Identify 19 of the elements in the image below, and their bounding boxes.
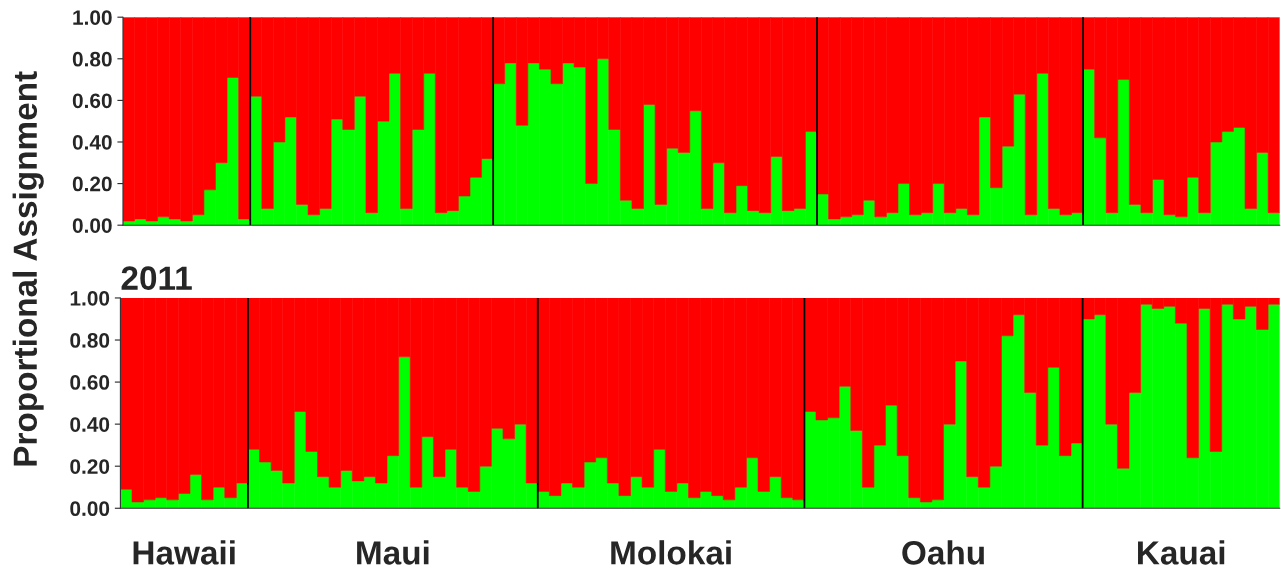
text: Molokai <box>611 540 731 565</box>
y-tick-label: 0.60 <box>72 93 112 109</box>
y-tick-label: 1.00 <box>70 290 110 306</box>
y-tick-label: 0.40 <box>72 134 112 150</box>
text: Oahu <box>902 540 984 565</box>
text: Hawaii <box>133 540 235 565</box>
chart-title: 2011 <box>121 266 192 290</box>
y-tick-label: 1.00 <box>73 10 112 25</box>
y-tick-label: 0.40 <box>70 417 110 432</box>
y-tick-label: 0.00 <box>70 501 110 516</box>
y-tick-label: 0.20 <box>72 176 112 192</box>
y-axis-title: Proportional Assignment <box>12 71 44 466</box>
y-tick-label: 0.80 <box>70 333 110 348</box>
y-tick-label: 0.20 <box>70 459 110 474</box>
y-tick-label: 0.80 <box>72 51 112 67</box>
y-tick-label: 0.60 <box>70 375 110 390</box>
text: Kauai <box>1138 540 1225 565</box>
text: Maui <box>357 540 429 565</box>
y-tick-label: 0.00 <box>72 218 112 233</box>
